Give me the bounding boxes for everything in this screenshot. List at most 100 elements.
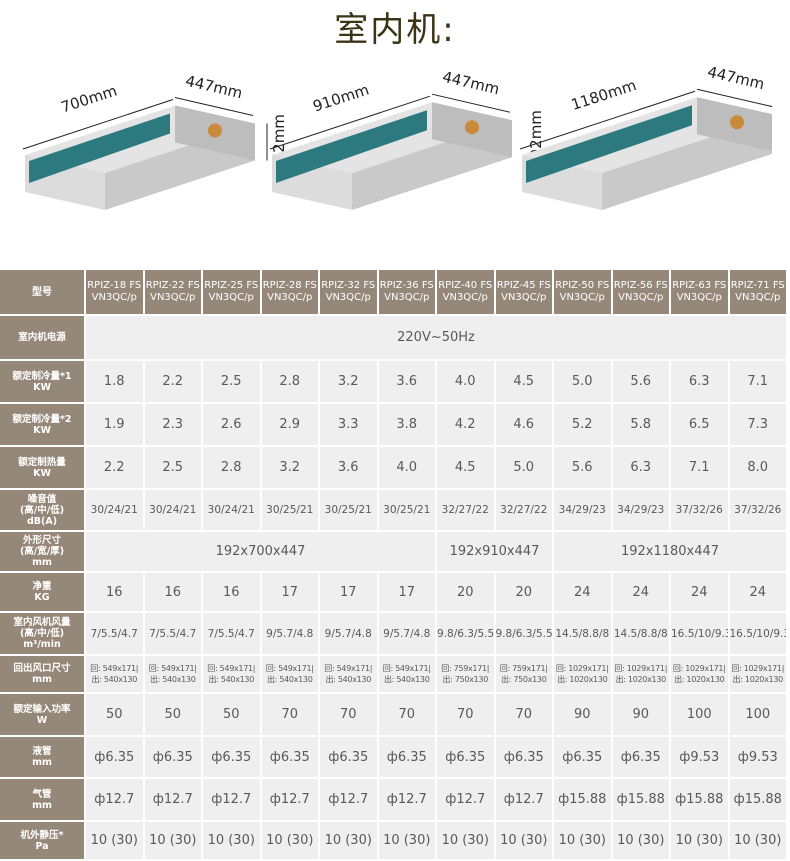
table-row: 回出风口尺寸 mm 回: 549x171|出: 540x130 回: 549x171|… (0, 656, 786, 692)
row-label: 额定制冷量*2 KW (0, 404, 84, 445)
table-cell: 3.2 (261, 447, 318, 488)
table-cell: 10 (30) (203, 822, 260, 859)
table-cell: 50 (144, 694, 201, 735)
table-cell: 32/27/22 (495, 490, 552, 530)
table-cell: 70 (378, 694, 435, 735)
table-cell: 回: 549x171|出: 540x130 (203, 656, 260, 692)
table-cell: 9/5.7/4.8 (261, 613, 318, 654)
row-label-line: 外形尺寸 (22, 535, 61, 546)
row-label-line: dB(A) (26, 515, 58, 527)
row-label: 型号 (0, 270, 84, 314)
row-label-line: 噪音值 (27, 493, 57, 505)
table-cell: 7/5.5/4.7 (86, 613, 143, 654)
table-cell: 回: 1029x171|出: 1020x130 (554, 656, 611, 692)
model-header: RPIZ-56 FSVN3QC/p (612, 270, 669, 314)
row-label-line: m³/min (23, 639, 61, 650)
table-cell: 17 (261, 573, 318, 611)
row-label-line: 额定制冷量*1 (12, 370, 72, 382)
table-cell: 1.8 (86, 361, 143, 402)
table-cell: 2.2 (144, 361, 201, 402)
row-label: 室内风机风量 (高/中/低) m³/min (0, 613, 84, 654)
indoor-unit-image: 1180mm 447mm 192mm (512, 60, 790, 260)
table-cell: 2.9 (261, 404, 318, 445)
unit-images: 700mm 447mm 192mm 910mm 447mm 192mm 1180… (0, 60, 790, 260)
row-label: 回出风口尺寸 mm (0, 656, 84, 692)
table-cell: 4.0 (378, 447, 435, 488)
table-cell: 2.3 (144, 404, 201, 445)
table-cell: 3.8 (378, 404, 435, 445)
table-cell: 5.6 (554, 447, 611, 488)
row-label: 室内机电源 (0, 316, 84, 359)
table-cell: 2.8 (203, 447, 260, 488)
table-cell: 4.0 (437, 361, 494, 402)
table-cell: 37/32/26 (671, 490, 728, 530)
table-cell: ф6.35 (203, 737, 260, 777)
model-header: RPIZ-32 FSVN3QC/p (320, 270, 377, 314)
table-cell: 5.8 (612, 404, 669, 445)
table-cell: 4.2 (437, 404, 494, 445)
merged-cell: 192x700x447 (86, 532, 435, 571)
model-header: RPIZ-40 FSVN3QC/p (437, 270, 494, 314)
table-cell: ф12.7 (437, 779, 494, 820)
table-cell: ф15.88 (671, 779, 728, 820)
table-cell: 16 (203, 573, 260, 611)
row-label: 气管 mm (0, 779, 84, 820)
row-label: 液管 mm (0, 737, 84, 777)
row-label-line: Pa (35, 840, 49, 852)
row-label-line: W (36, 714, 48, 726)
table-cell: 4.5 (437, 447, 494, 488)
row-label: 额定制热量 KW (0, 447, 84, 488)
table-cell: 16 (86, 573, 143, 611)
model-header: RPIZ-25 FSVN3QC/p (203, 270, 260, 314)
row-label-line: 回出风口尺寸 (13, 663, 71, 674)
table-cell: 10 (30) (671, 822, 728, 859)
table-header-row: 型号 RPIZ-18 FSVN3QC/p RPIZ-22 FSVN3QC/p RPIZ… (0, 270, 786, 314)
row-label-line: 额定输入功率 (13, 703, 71, 715)
table-cell: 10 (30) (320, 822, 377, 859)
table-cell: 回: 549x171|出: 540x130 (86, 656, 143, 692)
table-cell: 10 (30) (495, 822, 552, 859)
table-cell: ф9.53 (671, 737, 728, 777)
table-cell: 50 (203, 694, 260, 735)
table-cell: ф6.35 (612, 737, 669, 777)
model-header: RPIZ-71 FSVN3QC/p (729, 270, 786, 314)
table-cell: 回: 759x171|出: 750x130 (495, 656, 552, 692)
model-header: RPIZ-18 FSVN3QC/p (86, 270, 143, 314)
table-cell: 90 (612, 694, 669, 735)
table-cell: 24 (612, 573, 669, 611)
table-cell: ф6.35 (437, 737, 494, 777)
table-cell: 34/29/23 (612, 490, 669, 530)
table-cell: 30/25/21 (320, 490, 377, 530)
row-label-line: 净重 (32, 581, 52, 592)
table-cell: 2.6 (203, 404, 260, 445)
table-cell: 3.3 (320, 404, 377, 445)
table-cell: 14.5/8.8/8 (554, 613, 611, 654)
table-cell: ф15.88 (612, 779, 669, 820)
row-label-line: mm (32, 674, 52, 685)
table-cell: 70 (261, 694, 318, 735)
row-label-line: KW (33, 424, 51, 436)
table-cell: 30/25/21 (261, 490, 318, 530)
table-cell: 4.5 (495, 361, 552, 402)
table-row: 机外静压* Pa 10 (30) 10 (30) 10 (30) 10 (30) 10 (3… (0, 822, 786, 859)
table-cell: 30/24/21 (144, 490, 201, 530)
table-cell: ф6.35 (261, 737, 318, 777)
table-cell: ф12.7 (261, 779, 318, 820)
table-cell: 回: 549x171|出: 540x130 (378, 656, 435, 692)
model-header: RPIZ-28 FSVN3QC/p (261, 270, 318, 314)
table-cell: 6.3 (612, 447, 669, 488)
table-cell: ф12.7 (378, 779, 435, 820)
table-cell: 9.8/6.3/5.5 (437, 613, 494, 654)
table-cell: 30/24/21 (203, 490, 260, 530)
model-header: RPIZ-50 FSVN3QC/p (554, 270, 611, 314)
row-label-line: 额定制冷量*2 (12, 413, 72, 425)
row-label: 额定制冷量*1 KW (0, 361, 84, 402)
table-cell: 回: 1029x171|出: 1020x130 (729, 656, 786, 692)
table-row: 噪音值 (高/中/低) dB(A) 30/24/21 30/24/21 30/24/21 3… (0, 490, 786, 530)
table-cell: 37/32/26 (729, 490, 786, 530)
table-cell: ф6.35 (86, 737, 143, 777)
table-cell: 回: 549x171|出: 540x130 (144, 656, 201, 692)
table-row: 液管 mm ф6.35 ф6.35 ф6.35 ф6.35 ф6.35 ф6.35 ф6.35 ф… (0, 737, 786, 777)
table-cell: 20 (437, 573, 494, 611)
row-label-line: mm (32, 557, 52, 568)
